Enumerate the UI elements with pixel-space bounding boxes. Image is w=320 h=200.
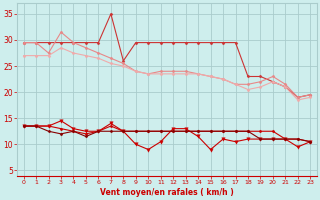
X-axis label: Vent moyen/en rafales ( km/h ): Vent moyen/en rafales ( km/h ) xyxy=(100,188,234,197)
